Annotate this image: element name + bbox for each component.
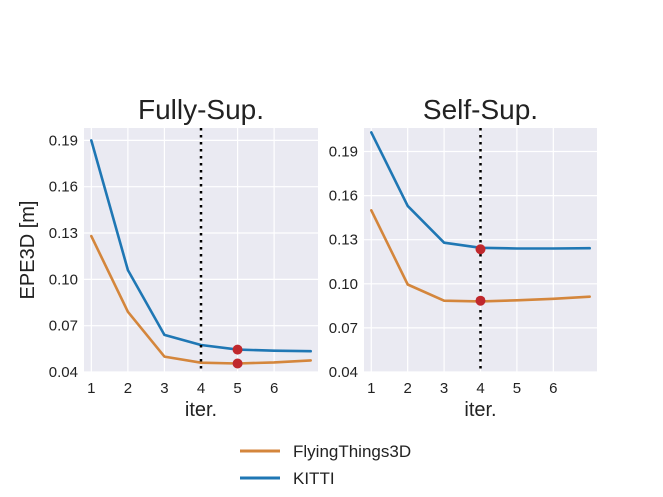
min-marker — [232, 344, 243, 355]
x-tick-label: 1 — [367, 380, 375, 397]
x-tick-label: 1 — [87, 380, 95, 397]
x-tick-label: 4 — [476, 380, 484, 397]
y-tick-label: 0.07 — [329, 320, 358, 337]
x-tick-label: 2 — [124, 380, 132, 397]
legend-label-flyingthings3d: FlyingThings3D — [293, 442, 411, 461]
panel-title: Fully-Sup. — [138, 94, 264, 125]
x-tick-label: 6 — [270, 380, 278, 397]
x-tick-label: 3 — [160, 380, 168, 397]
y-tick-label: 0.10 — [329, 276, 358, 293]
series-line-flyingthings3d — [90, 234, 313, 365]
panel-fully-supervised: 1 2 3 4 5 6 0.04 0.07 0.10 0.13 0.16 0.19 Fully-Sup.… — [17, 94, 318, 421]
min-marker — [475, 295, 486, 306]
y-tick-label: 0.19 — [329, 144, 358, 161]
x-tick-label: 3 — [440, 380, 448, 397]
legend-label-kitti: KITTI — [293, 469, 335, 488]
y-tick-label: 0.10 — [49, 271, 78, 288]
y-tick-label: 0.16 — [329, 188, 358, 205]
x-tick-label: 5 — [513, 380, 521, 397]
x-tick-label: 6 — [549, 380, 557, 397]
y-tick-label: 0.13 — [329, 232, 358, 249]
y-tick-label: 0.19 — [49, 132, 78, 149]
y-tick-label: 0.16 — [49, 179, 78, 196]
x-axis-label: iter. — [464, 399, 496, 421]
min-marker — [475, 244, 486, 255]
x-tick-label: 5 — [233, 380, 241, 397]
y-tick-label: 0.07 — [49, 318, 78, 335]
y-tick-label: 0.04 — [49, 364, 78, 381]
min-marker — [232, 358, 243, 369]
x-axis-label: iter. — [185, 399, 217, 421]
x-tick-label: 2 — [404, 380, 412, 397]
panel-title: Self-Sup. — [423, 94, 538, 125]
x-tick-label: 4 — [197, 380, 205, 397]
y-axis-label: EPE3D [m] — [17, 201, 39, 300]
y-tick-label: 0.04 — [329, 364, 358, 381]
legend: FlyingThings3D KITTI — [240, 442, 411, 488]
panel-self-supervised: 1 2 3 4 5 6 0.04 0.07 0.10 0.13 0.16 0.19 Self-Sup. i… — [329, 94, 597, 421]
y-tick-label: 0.13 — [49, 225, 78, 242]
